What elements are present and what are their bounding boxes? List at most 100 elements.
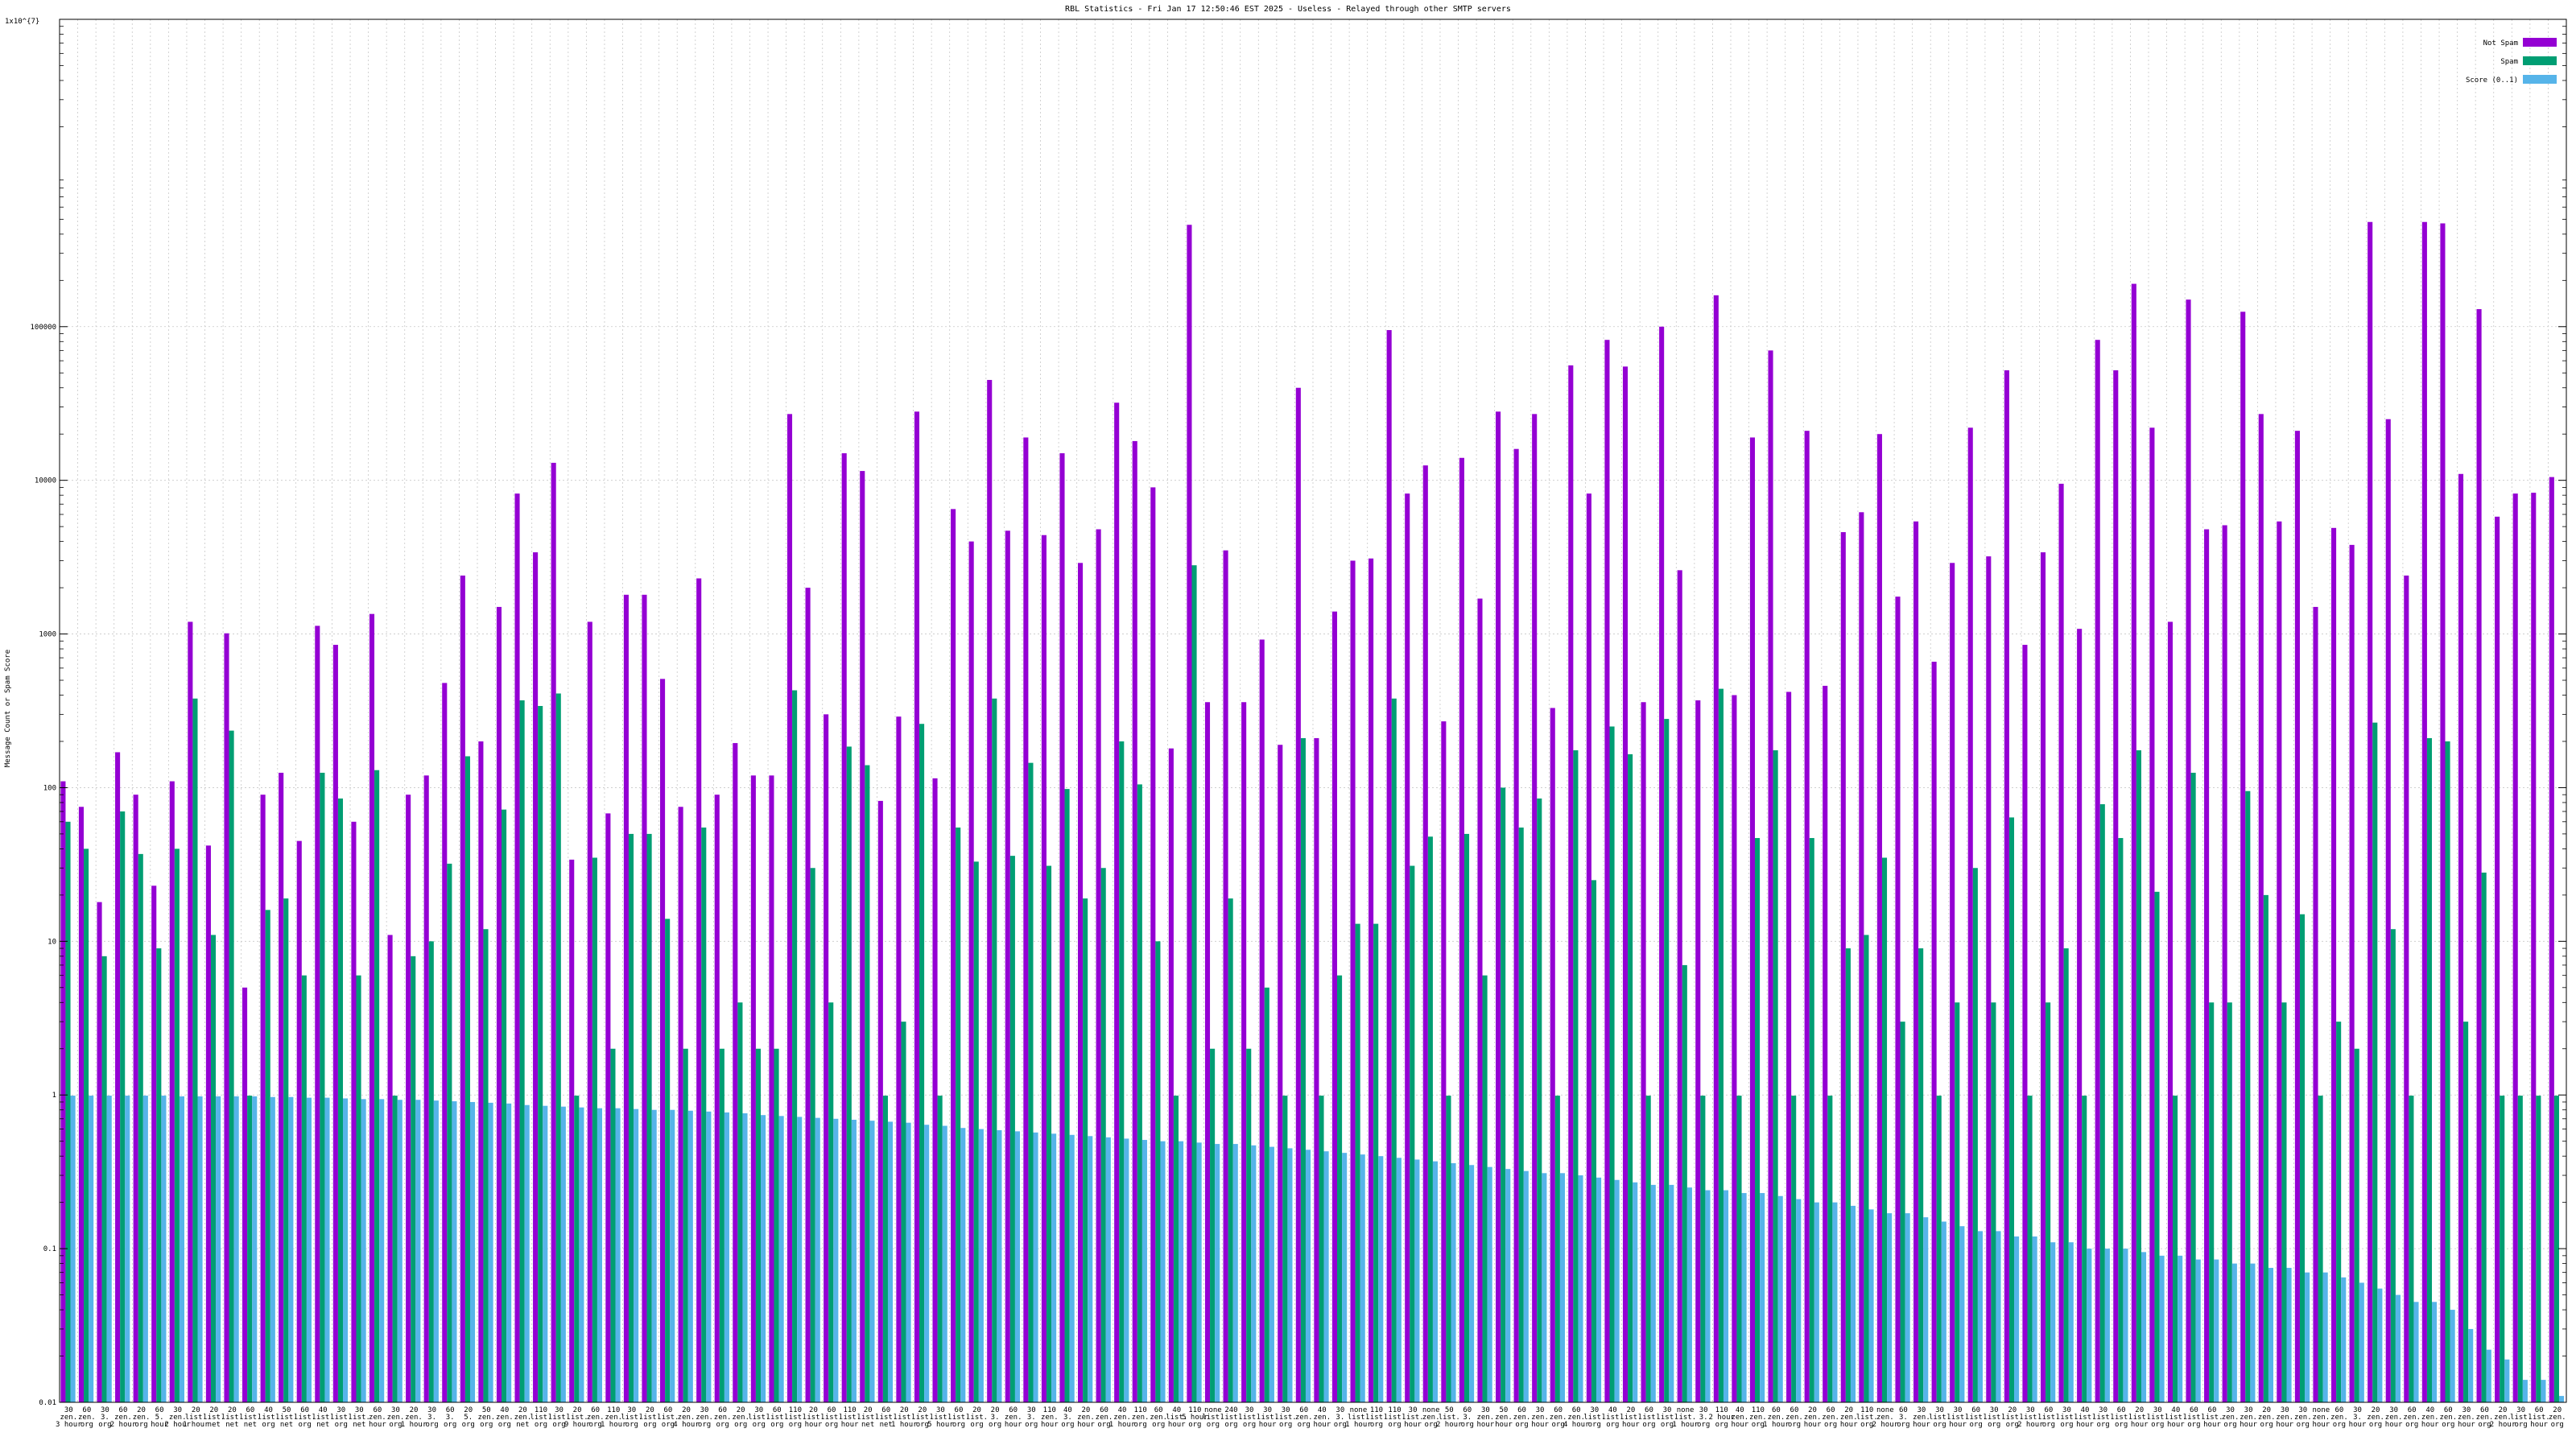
- x-tick-label: 20: [991, 1406, 1000, 1414]
- bar-score: [2395, 1294, 2401, 1402]
- bar-spam: [1809, 838, 1814, 1402]
- x-tick-label: 20: [737, 1406, 745, 1414]
- bar-not-spam: [514, 493, 520, 1402]
- x-tick-label: zen.: [2439, 1414, 2457, 1422]
- x-tick-label: list.: [966, 1414, 988, 1422]
- x-tick-label: 110: [1715, 1406, 1728, 1414]
- bar-not-spam: [97, 902, 102, 1402]
- x-tick-label: zen.: [405, 1414, 423, 1422]
- x-tick-label: zen.: [1550, 1414, 1567, 1422]
- x-tick-label: 4 hour: [1563, 1421, 1590, 1429]
- x-tick-label: 60: [1100, 1406, 1108, 1414]
- x-tick-label: 30: [2353, 1406, 2362, 1414]
- bar-score: [1614, 1179, 1620, 1402]
- bar-spam: [1881, 857, 1888, 1402]
- x-tick-label: 40: [1172, 1406, 1181, 1414]
- x-tick-label: 40: [1318, 1406, 1327, 1414]
- x-tick-label: 60: [1009, 1406, 1018, 1414]
- x-tick-label: org: [2260, 1421, 2273, 1429]
- x-tick-label: 30: [391, 1406, 400, 1414]
- bar-not-spam: [1059, 453, 1065, 1403]
- x-tick-label: org: [716, 1421, 729, 1429]
- x-tick-label: zen.: [114, 1414, 132, 1422]
- bar-spam: [2500, 1096, 2505, 1402]
- x-tick-label: zen.: [2276, 1414, 2293, 1422]
- bar-not-spam: [1259, 639, 1265, 1402]
- y-axis-max-label: 1x10^{7}: [5, 18, 39, 26]
- bar-not-spam: [1931, 662, 1937, 1402]
- x-tick-label: zen.: [1913, 1414, 1930, 1422]
- x-tick-label: hour: [2240, 1421, 2257, 1429]
- x-tick-label: 30: [754, 1406, 763, 1414]
- x-tick-label: list.: [2037, 1414, 2059, 1422]
- bar-score: [2104, 1249, 2110, 1402]
- x-tick-label: 1 hour: [1345, 1421, 1372, 1429]
- x-tick-label: org: [1933, 1421, 1946, 1429]
- x-tick-label: 20: [2135, 1406, 2144, 1414]
- bar-score: [2231, 1263, 2237, 1402]
- x-tick-label: zen.: [2476, 1414, 2494, 1422]
- bar-spam: [229, 730, 234, 1402]
- x-tick-label: org: [1334, 1421, 1347, 1429]
- bar-spam: [1155, 941, 1161, 1402]
- bar-not-spam: [496, 606, 502, 1402]
- x-tick-label: org: [2405, 1421, 2418, 1429]
- x-tick-label: org: [625, 1421, 638, 1429]
- bar-not-spam: [1986, 556, 1992, 1402]
- bar-score: [1269, 1146, 1274, 1402]
- bar-score: [1414, 1159, 1420, 1402]
- bar-score: [1887, 1213, 1893, 1402]
- bar-score: [2178, 1255, 2183, 1402]
- bar-score: [2522, 1380, 2528, 1402]
- x-tick-label: 20: [1626, 1406, 1635, 1414]
- x-tick-label: zen.: [1513, 1414, 1531, 1422]
- bar-not-spam: [1532, 414, 1538, 1402]
- x-tick-label: list.: [1856, 1414, 1878, 1422]
- x-tick-label: list.: [2092, 1414, 2114, 1422]
- bar-score: [1850, 1205, 1856, 1402]
- x-tick-label: 50: [1500, 1406, 1509, 1414]
- bar-not-spam: [896, 716, 902, 1402]
- bar-spam: [665, 919, 671, 1402]
- bar-score: [1196, 1142, 1202, 1402]
- bar-not-spam: [1513, 448, 1519, 1403]
- bar-not-spam: [315, 625, 320, 1402]
- x-tick-label: list.: [258, 1414, 279, 1422]
- bar-score: [1814, 1202, 1819, 1402]
- bar-score: [1432, 1161, 1439, 1402]
- x-tick-label: list.: [2001, 1414, 2023, 1422]
- x-tick-label: 3.: [2353, 1414, 2362, 1422]
- x-tick-label: net: [244, 1421, 257, 1429]
- bar-not-spam: [1641, 702, 1646, 1402]
- x-tick-label: 20: [809, 1406, 818, 1414]
- x-tick-label: net: [353, 1421, 365, 1429]
- x-tick-label: 30: [2153, 1406, 2162, 1414]
- x-tick-label: org: [2297, 1421, 2310, 1429]
- x-tick-label: 30: [1590, 1406, 1599, 1414]
- bar-spam: [719, 1048, 724, 1402]
- x-tick-label: 3.: [1899, 1414, 1908, 1422]
- bar-spam: [2390, 929, 2396, 1402]
- x-tick-label: org: [1425, 1421, 1438, 1429]
- x-tick-label: org: [1551, 1421, 1564, 1429]
- bar-spam: [2209, 1002, 2215, 1402]
- x-tick-label: list.: [221, 1414, 243, 1422]
- x-tick-label: 60: [1299, 1406, 1308, 1414]
- bar-score: [960, 1128, 966, 1402]
- x-tick-label: 20: [2553, 1406, 2562, 1414]
- bar-score: [1559, 1173, 1565, 1402]
- bar-score: [1215, 1144, 1220, 1402]
- x-tick-label: 40: [2081, 1406, 2090, 1414]
- bar-spam: [973, 861, 979, 1402]
- bar-not-spam: [2495, 516, 2500, 1402]
- x-tick-label: list.: [784, 1414, 806, 1422]
- x-tick-label: 30: [627, 1406, 636, 1414]
- x-tick-label: list.: [2020, 1414, 2041, 1422]
- x-tick-label: list.: [1257, 1414, 1278, 1422]
- bar-spam: [992, 698, 997, 1402]
- x-tick-label: hour: [2349, 1421, 2367, 1429]
- bar-spam: [1773, 750, 1778, 1402]
- bar-score: [1088, 1136, 1093, 1402]
- x-tick-label: 20: [682, 1406, 691, 1414]
